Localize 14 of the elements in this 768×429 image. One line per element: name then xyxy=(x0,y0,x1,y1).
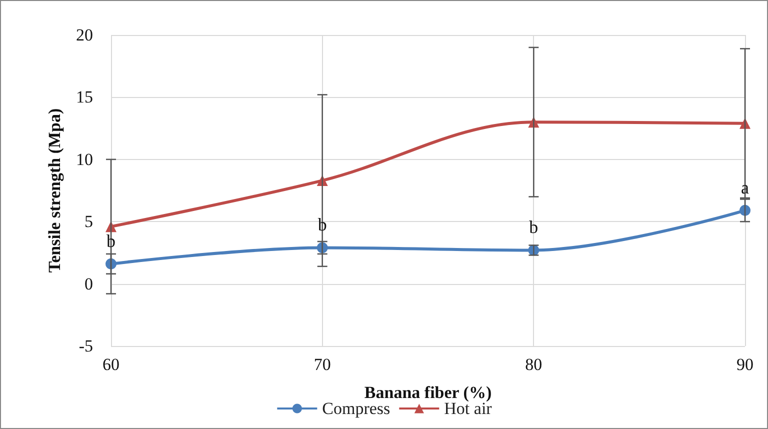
y-tick-label: 15 xyxy=(76,88,93,107)
y-tick-label: 20 xyxy=(76,26,93,44)
y-axis-title: Tensile strength (Mpa) xyxy=(45,108,64,273)
x-tick-label: 70 xyxy=(314,355,331,374)
annotation: b xyxy=(529,217,538,238)
y-tick-label: -5 xyxy=(78,336,93,356)
legend-label: Compress xyxy=(322,399,390,418)
y-tick-label: 10 xyxy=(76,150,93,169)
x-tick-label: 90 xyxy=(736,355,754,374)
x-axis-title: Banana fiber (%) xyxy=(364,383,492,402)
x-tick-label: 60 xyxy=(102,355,120,374)
x-tick-label: 80 xyxy=(525,355,542,374)
y-tick-label: 5 xyxy=(84,212,93,232)
y-tick-label: 0 xyxy=(84,274,93,294)
